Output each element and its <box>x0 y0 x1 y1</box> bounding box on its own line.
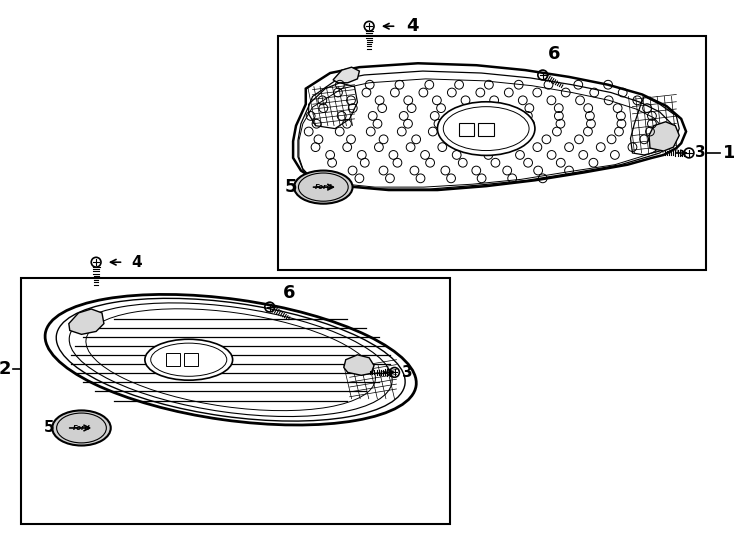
Text: 6: 6 <box>283 285 296 302</box>
Text: 2: 2 <box>0 361 11 379</box>
Ellipse shape <box>294 171 352 204</box>
Polygon shape <box>69 309 104 334</box>
Text: Ford: Ford <box>315 184 332 190</box>
Text: Ford: Ford <box>73 425 90 431</box>
Ellipse shape <box>437 102 535 156</box>
Bar <box>21 278 450 524</box>
Bar <box>479 123 494 137</box>
Bar <box>459 123 474 137</box>
Ellipse shape <box>45 294 416 425</box>
Text: 5: 5 <box>285 178 297 196</box>
Text: 4: 4 <box>131 255 142 269</box>
Ellipse shape <box>145 339 233 380</box>
Bar <box>167 353 180 366</box>
Text: 3: 3 <box>695 145 705 160</box>
Text: 3: 3 <box>402 365 413 380</box>
Text: 4: 4 <box>406 17 418 35</box>
Bar <box>278 36 705 270</box>
Text: 5: 5 <box>43 421 54 435</box>
Polygon shape <box>293 63 686 190</box>
Bar <box>184 353 197 366</box>
Text: 1: 1 <box>723 144 734 162</box>
Ellipse shape <box>52 410 111 445</box>
Text: 6: 6 <box>548 44 561 63</box>
Polygon shape <box>333 67 360 83</box>
Polygon shape <box>344 355 374 375</box>
Polygon shape <box>649 122 679 151</box>
